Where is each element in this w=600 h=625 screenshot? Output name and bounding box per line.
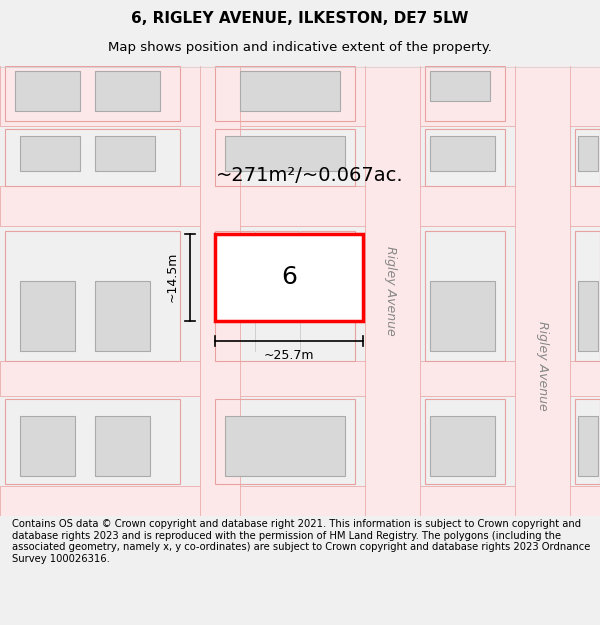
Bar: [95, 281, 150, 351]
Bar: [430, 71, 490, 101]
Bar: [575, 399, 600, 484]
Bar: [578, 281, 598, 351]
Bar: [20, 281, 75, 351]
Bar: [578, 416, 598, 476]
Bar: [5, 129, 180, 186]
Bar: [20, 416, 75, 476]
Bar: [430, 416, 495, 476]
Bar: [5, 231, 180, 361]
Text: Rigley Avenue: Rigley Avenue: [383, 246, 397, 336]
Text: ~25.7m: ~25.7m: [264, 349, 314, 362]
Text: Rigley Avenue: Rigley Avenue: [536, 321, 550, 411]
Text: ~271m²/~0.067ac.: ~271m²/~0.067ac.: [216, 166, 404, 185]
Bar: [0, 361, 600, 396]
Bar: [240, 71, 340, 111]
Bar: [0, 486, 600, 516]
Bar: [15, 71, 80, 111]
Bar: [425, 66, 505, 121]
Bar: [225, 136, 345, 171]
Bar: [215, 399, 355, 484]
Bar: [0, 61, 600, 126]
Text: 6: 6: [281, 265, 297, 289]
Bar: [578, 136, 598, 171]
Bar: [215, 66, 355, 121]
Bar: [215, 231, 355, 361]
Text: 6, RIGLEY AVENUE, ILKESTON, DE7 5LW: 6, RIGLEY AVENUE, ILKESTON, DE7 5LW: [131, 11, 469, 26]
Bar: [0, 186, 600, 226]
Bar: [20, 136, 80, 171]
Text: ~14.5m: ~14.5m: [166, 252, 179, 302]
Bar: [225, 416, 345, 476]
Bar: [575, 129, 600, 186]
Text: Contains OS data © Crown copyright and database right 2021. This information is : Contains OS data © Crown copyright and d…: [12, 519, 590, 564]
Bar: [200, 61, 240, 516]
Bar: [430, 281, 495, 351]
Bar: [515, 61, 570, 516]
Bar: [425, 399, 505, 484]
Bar: [575, 231, 600, 361]
Bar: [425, 231, 505, 361]
Text: Map shows position and indicative extent of the property.: Map shows position and indicative extent…: [108, 41, 492, 54]
Bar: [215, 129, 355, 186]
Bar: [95, 136, 155, 171]
Bar: [5, 66, 180, 121]
Bar: [95, 71, 160, 111]
Bar: [5, 399, 180, 484]
Bar: [215, 234, 363, 321]
Bar: [430, 136, 495, 171]
Bar: [425, 129, 505, 186]
Bar: [95, 416, 150, 476]
Bar: [365, 61, 420, 516]
